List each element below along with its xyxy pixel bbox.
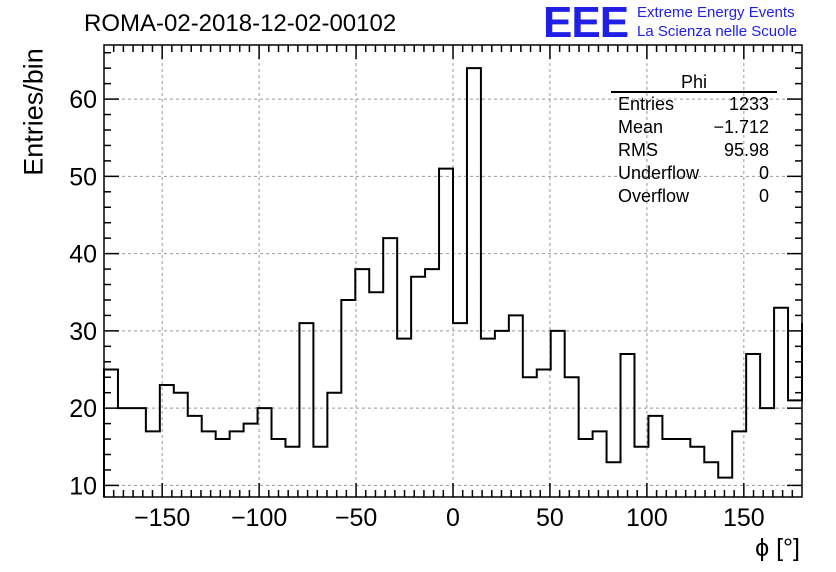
stats-label: Overflow (618, 186, 690, 206)
y-axis-label: Entries/bin (18, 48, 49, 176)
histogram-bin (244, 424, 258, 497)
stats-label: Underflow (618, 163, 700, 183)
x-tick-label: −150 (134, 504, 190, 532)
logo-caption: Extreme Energy Events La Scienza nelle S… (637, 3, 797, 41)
chart-title: ROMA-02-2018-12-02-00102 (84, 10, 397, 37)
stats-row-mean: Mean −1.712 (611, 116, 777, 139)
histogram-bin (132, 408, 146, 497)
stats-row-rms: RMS 95.98 (611, 139, 777, 162)
histogram-bin (397, 339, 411, 497)
stats-box: Phi Entries 1233 Mean −1.712 RMS 95.98 U… (611, 73, 777, 208)
histogram-bin (104, 370, 118, 497)
histogram-bin (565, 377, 579, 497)
histogram-bin (537, 370, 551, 497)
histogram-bin (411, 277, 425, 497)
histogram-bin (662, 439, 676, 497)
histogram-bin (355, 269, 369, 497)
histogram-outline (103, 67, 803, 497)
histogram-bin (523, 377, 537, 497)
histogram-bin (509, 315, 523, 497)
histogram-bin (621, 354, 635, 497)
histogram-bin (704, 462, 718, 497)
stats-box-title: Phi (611, 73, 777, 93)
histogram-bin (299, 323, 313, 497)
stats-value: −1.712 (713, 117, 769, 137)
stats-row-entries: Entries 1233 (611, 93, 777, 116)
y-tick-label: 20 (69, 395, 97, 423)
histogram-bin (495, 331, 509, 497)
histogram-bin (202, 431, 216, 497)
y-tick-label: 60 (69, 86, 97, 114)
histogram-bin (648, 416, 662, 497)
histogram-bin (146, 431, 160, 497)
histogram-bin (551, 331, 565, 497)
histogram-bin (690, 447, 704, 497)
histogram-bin (118, 408, 132, 497)
histogram-bin (425, 269, 439, 497)
histogram-bin (188, 416, 202, 497)
histogram-bin (341, 300, 355, 497)
histogram-bin (160, 385, 174, 497)
histogram-bin (216, 439, 230, 497)
stats-value: 0 (758, 186, 769, 206)
histogram-bin (760, 408, 774, 497)
stats-row-underflow: Underflow 0 (611, 162, 777, 185)
histogram-bin (774, 308, 788, 497)
y-tick-label: 30 (69, 318, 97, 346)
histogram-bin (593, 431, 607, 497)
stats-value: 0 (758, 163, 769, 183)
histogram-bin (718, 478, 732, 497)
x-tick-label: 50 (536, 504, 564, 532)
histogram-bin (272, 439, 286, 497)
x-axis-label: ϕ [°] (755, 534, 800, 562)
stats-label: Entries (618, 94, 675, 114)
stats-label: RMS (618, 140, 658, 160)
histogram-bin (746, 354, 760, 497)
y-tick-label: 10 (69, 472, 97, 500)
y-tick-label: 40 (69, 241, 97, 269)
histogram-bin (230, 431, 244, 497)
histogram-bin (327, 393, 341, 497)
axis-ticks (104, 45, 802, 497)
y-tick-label: 50 (69, 163, 97, 191)
stats-label: Mean (618, 117, 664, 137)
logo-caption-line1: Extreme Energy Events (637, 4, 795, 21)
histogram-bin (285, 447, 299, 497)
histogram-bin (788, 400, 802, 497)
histogram-bin (481, 339, 495, 497)
histogram-bin (467, 68, 481, 497)
stats-row-overflow: Overflow 0 (611, 185, 777, 208)
tick-labels: −150 −100 −50 0 50 100 150 10 20 30 40 50 60 (69, 86, 765, 532)
x-tick-label: 100 (626, 504, 668, 532)
histogram-bin (579, 439, 593, 497)
logo-caption-line2: La Scienza nelle Scuole (637, 23, 798, 40)
stats-value: 95.98 (723, 140, 769, 160)
x-tick-label: 150 (723, 504, 765, 532)
x-tick-label: 0 (446, 504, 460, 532)
x-tick-label: −50 (335, 504, 377, 532)
histogram-bin (369, 292, 383, 497)
histogram-bin (439, 169, 453, 497)
eee-logo: EEE (543, 0, 629, 47)
histogram-bin (313, 447, 327, 497)
histogram-bin (453, 323, 467, 497)
x-tick-label: −100 (231, 504, 287, 532)
histogram-bin (174, 393, 188, 497)
histogram-bin (676, 439, 690, 497)
histogram-bin (383, 238, 397, 497)
stats-value: 1233 (728, 94, 769, 114)
histogram-series (103, 67, 803, 497)
